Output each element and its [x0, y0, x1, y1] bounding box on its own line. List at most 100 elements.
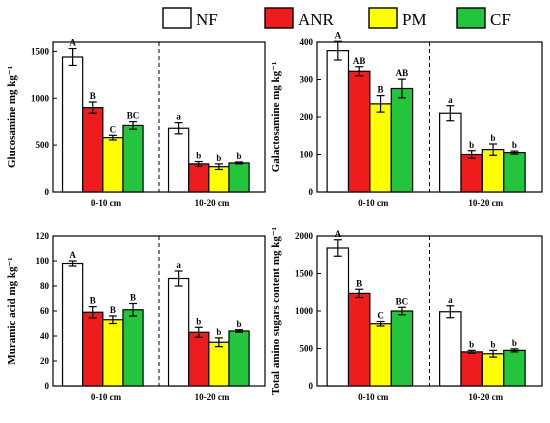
bar-pm-2	[208, 166, 230, 193]
legend: NF ANR PM CF	[162, 7, 511, 29]
y-tick-label: 0	[45, 187, 50, 197]
bar-cf-2	[503, 349, 526, 387]
significance-letter: b	[512, 140, 517, 150]
y-tick-label: 1500	[295, 269, 314, 279]
significance-letter: b	[196, 151, 201, 161]
legend-label-nf: NF	[196, 10, 218, 29]
bar-pm-1	[369, 323, 392, 387]
bar-nf-1	[326, 50, 350, 193]
legend-label-anr: ANR	[298, 10, 335, 29]
significance-letter: A	[69, 250, 76, 260]
y-tick-label: 20	[40, 356, 50, 366]
y-tick-label: 500	[300, 344, 314, 354]
significance-letter: B	[90, 91, 96, 101]
legend-label-pm: PM	[402, 10, 427, 29]
bar-cf-2	[228, 162, 250, 193]
significance-letter: A	[335, 30, 342, 40]
significance-letter: C	[110, 124, 117, 134]
bar-anr-2	[188, 331, 210, 387]
significance-letter: b	[237, 319, 242, 329]
legend-label-cf: CF	[490, 10, 511, 29]
y-tick-label: 1500	[31, 46, 50, 56]
chart-panel-2: 0 100 200 300 400 Galactosamine mg kg⁻¹ A AB B AB…	[270, 30, 543, 208]
bar-cf-2	[228, 330, 250, 387]
bar-pm-1	[102, 319, 124, 387]
y-tick-label: 1000	[31, 93, 50, 103]
bar-nf-2	[167, 277, 190, 387]
significance-letter: AB	[396, 68, 409, 78]
bar-cf-1	[122, 124, 144, 193]
y-axis-label: Total amino sugars content mg kg⁻¹	[270, 227, 282, 395]
significance-letter: b	[237, 151, 242, 161]
y-tick-label: 0	[309, 187, 314, 197]
x-group-label: 10-20 cm	[195, 198, 230, 208]
y-tick-label: 120	[36, 231, 50, 241]
y-tick-label: 500	[36, 140, 50, 150]
y-tick-label: 400	[300, 37, 314, 47]
bar-nf-1	[326, 247, 350, 387]
y-axis-label: Galactosamine mg kg⁻¹	[270, 62, 282, 173]
bar-cf-1	[390, 87, 414, 193]
bar-nf-1	[61, 56, 84, 193]
significance-letter: B	[356, 278, 362, 288]
y-tick-label: 2000	[295, 231, 314, 241]
bar-cf-2	[503, 152, 526, 193]
chart-panel-3: 0 20 40 60 80 100 120 Muramic acid mg kg⁻¹ A B B B 0…	[6, 231, 266, 402]
y-tick-label: 300	[300, 75, 314, 85]
y-tick-label: 60	[40, 306, 50, 316]
x-group-label: 10-20 cm	[195, 392, 230, 402]
y-tick-label: 0	[45, 381, 50, 391]
bar-pm-2	[481, 353, 505, 387]
bar-anr-1	[82, 311, 104, 387]
significance-letter: A	[69, 38, 76, 48]
bar-pm-2	[208, 341, 230, 387]
bar-anr-1	[82, 107, 104, 193]
bar-anr-1	[347, 70, 371, 193]
bar-cf-1	[390, 310, 414, 387]
significance-letter: BC	[127, 111, 140, 121]
significance-letter: BC	[396, 296, 409, 306]
y-axis-label: Glucosamine mg kg⁻¹	[6, 66, 18, 168]
significance-letter: b	[216, 327, 221, 337]
bar-pm-1	[102, 137, 124, 193]
significance-letter: B	[130, 293, 136, 303]
chart-panel-4: 0 500 1000 1500 2000 Total amino sugars conte…	[270, 227, 543, 402]
significance-letter: a	[448, 295, 453, 305]
y-tick-label: 100	[300, 150, 314, 160]
y-tick-label: 100	[36, 256, 50, 266]
significance-letter: b	[491, 339, 496, 349]
y-tick-label: 0	[309, 381, 314, 391]
significance-letter: A	[335, 229, 342, 239]
y-tick-label: 80	[40, 281, 50, 291]
x-group-label: 0-10 cm	[91, 198, 122, 208]
legend-swatch-pm	[368, 7, 398, 29]
x-group-label: 10-20 cm	[468, 392, 503, 402]
significance-letter: a	[176, 260, 181, 270]
significance-letter: B	[378, 85, 384, 95]
significance-letter: a	[448, 95, 453, 105]
bar-pm-1	[369, 103, 392, 193]
significance-letter: b	[469, 140, 474, 150]
legend-swatch-nf	[162, 7, 192, 29]
x-group-label: 0-10 cm	[358, 198, 389, 208]
significance-letter: B	[110, 305, 116, 315]
significance-letter: b	[512, 338, 517, 348]
legend-swatch-anr	[264, 7, 294, 29]
x-group-label: 0-10 cm	[91, 392, 122, 402]
bar-nf-2	[167, 127, 190, 193]
significance-letter: a	[176, 112, 181, 122]
bar-pm-2	[481, 149, 505, 193]
bar-nf-1	[61, 262, 84, 387]
y-tick-label: 40	[40, 331, 50, 341]
significance-letter: B	[90, 296, 96, 306]
bar-anr-2	[460, 153, 483, 193]
legend-swatch-cf	[456, 7, 486, 29]
significance-letter: b	[469, 339, 474, 349]
x-group-label: 10-20 cm	[468, 198, 503, 208]
significance-letter: b	[196, 316, 201, 326]
bar-cf-1	[122, 309, 144, 387]
significance-letter: C	[377, 311, 384, 321]
